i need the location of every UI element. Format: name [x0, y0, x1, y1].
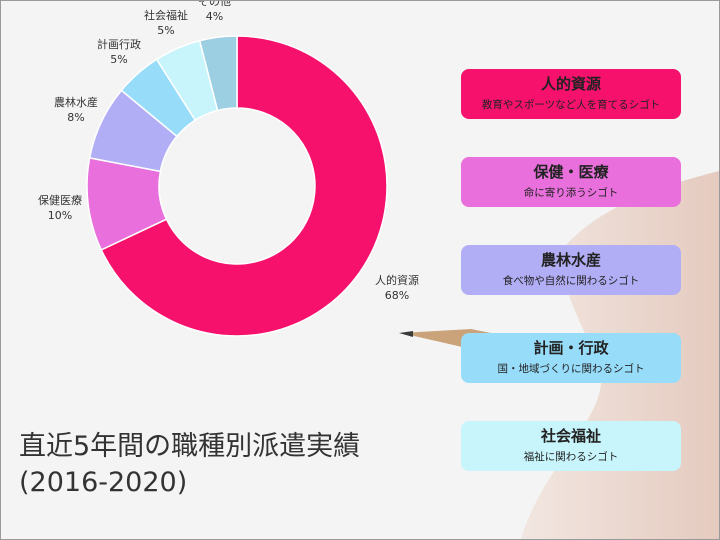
slice-label-name: 社会福祉: [144, 9, 188, 22]
slice-label-2: 農林水産 8%: [54, 95, 98, 125]
slice-5: [198, 35, 238, 112]
slice-label-value: 8%: [67, 111, 85, 124]
slice-label-1: 保健医療 10%: [38, 193, 82, 223]
slice-0: [100, 35, 388, 337]
slice-label-value: 5%: [110, 53, 128, 66]
category-card-0: 人的資源教育やスポーツなど人を育てるシゴト: [461, 69, 681, 119]
chart-title-main: 直近5年間の職種別派遣実績: [19, 431, 361, 462]
slice-label-name: 人的資源: [375, 274, 419, 287]
category-card-title: 保健・医療: [533, 163, 609, 181]
category-card-1: 保健・医療命に寄り添うシゴト: [461, 157, 681, 207]
slice-label-value: 10%: [47, 209, 73, 222]
category-card-4: 社会福祉福祉に関わるシゴト: [461, 421, 681, 471]
slice-label-name: その他: [198, 0, 231, 8]
slice-label-5: その他 4%: [198, 0, 231, 24]
category-card-title: 農林水産: [540, 251, 601, 269]
slice-label-name: 計画行政: [97, 38, 141, 51]
category-card-title: 社会福祉: [540, 427, 601, 445]
category-card-title: 計画・行政: [533, 339, 609, 357]
slice-label-name: 農林水産: [54, 96, 98, 109]
slice-label-4: 社会福祉 5%: [144, 8, 188, 38]
category-card-2: 農林水産食べ物や自然に関わるシゴト: [461, 245, 681, 295]
slice-label-value: 68%: [384, 289, 410, 302]
category-card-subtitle: 命に寄り添うシゴト: [523, 187, 619, 199]
slice-label-name: 保健医療: [38, 194, 82, 207]
slice-label-3: 計画行政 5%: [97, 37, 141, 67]
category-card-subtitle: 国・地域づくりに関わるシゴト: [497, 363, 645, 375]
category-card-subtitle: 福祉に関わるシゴト: [523, 451, 619, 463]
pencil-tip: [399, 331, 413, 337]
category-card-subtitle: 教育やスポーツなど人を育てるシゴト: [481, 99, 661, 111]
slice-label-value: 4%: [205, 10, 224, 23]
donut-chart: [86, 35, 388, 337]
chart-title: 直近5年間の職種別派遣実績 (2016-2020): [19, 429, 360, 501]
category-card-title: 人的資源: [540, 75, 601, 93]
category-card-3: 計画・行政国・地域づくりに関わるシゴト: [461, 333, 681, 383]
slice-label-0: 人的資源 68%: [375, 273, 419, 303]
category-card-subtitle: 食べ物や自然に関わるシゴト: [502, 275, 640, 287]
chart-title-period: (2016-2020): [19, 467, 188, 498]
slice-label-value: 5%: [157, 24, 175, 37]
